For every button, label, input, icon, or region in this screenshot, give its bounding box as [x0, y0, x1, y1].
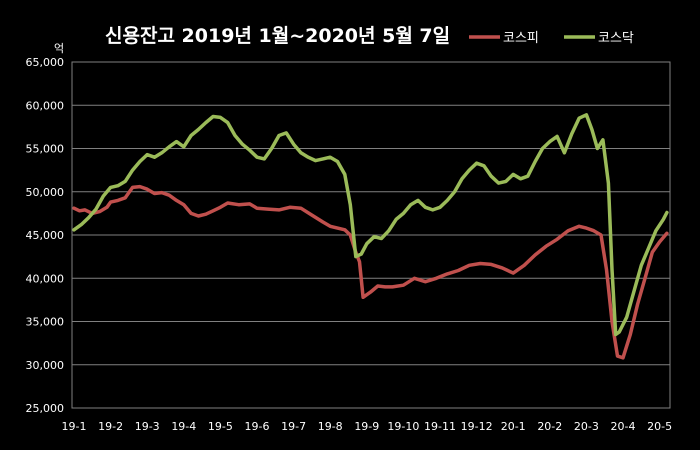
gridlines — [72, 61, 670, 366]
x-tick-label: 19-10 — [387, 420, 419, 433]
x-tick-label: 19-6 — [245, 420, 270, 433]
series-lines — [72, 113, 669, 360]
x-tick-label: 20-3 — [574, 420, 599, 433]
x-tick-label: 19-1 — [62, 420, 87, 433]
y-axis-ticks: 25,000 30,000 35,000 40,000 45,000 50,000 55,0… — [26, 56, 65, 415]
y-tick-label: 25,000 — [26, 402, 65, 415]
x-axis-ticks: 19-1 19-2 19-3 19-4 19-5 19-6 19-7 19-8 19-9 19-1… — [62, 420, 673, 433]
y-tick-label: 45,000 — [26, 229, 65, 242]
x-tick-label: 19-9 — [354, 420, 379, 433]
x-tick-label: 20-5 — [647, 420, 672, 433]
y-tick-label: 40,000 — [26, 272, 65, 285]
y-tick-label: 50,000 — [26, 186, 65, 199]
x-tick-label: 20-4 — [611, 420, 636, 433]
x-tick-label: 19-4 — [171, 420, 196, 433]
x-tick-label: 19-12 — [461, 420, 493, 433]
x-tick-label: 19-11 — [424, 420, 456, 433]
y-unit-label: 억 — [54, 42, 64, 55]
legend-label-kosdaq: 코스닥 — [598, 31, 634, 46]
x-tick-label: 20-1 — [501, 420, 526, 433]
y-tick-label: 55,000 — [26, 143, 65, 156]
y-tick-label: 30,000 — [26, 359, 65, 372]
x-tick-label: 19-7 — [281, 420, 306, 433]
x-tick-label: 19-8 — [318, 420, 343, 433]
x-tick-label: 19-3 — [135, 420, 160, 433]
x-tick-label: 20-2 — [537, 420, 562, 433]
y-tick-label: 65,000 — [26, 56, 65, 69]
y-tick-label: 60,000 — [26, 99, 65, 112]
chart-title: 신용잔고 2019년 1월~2020년 5월 7일 — [105, 25, 450, 47]
x-tick-label: 19-5 — [208, 420, 233, 433]
y-tick-label: 35,000 — [26, 316, 65, 329]
series-line-kosdaq — [72, 113, 669, 337]
legend: 코스피 코스닥 — [469, 31, 634, 46]
x-tick-label: 19-2 — [98, 420, 123, 433]
legend-label-kospi: 코스피 — [503, 31, 539, 46]
